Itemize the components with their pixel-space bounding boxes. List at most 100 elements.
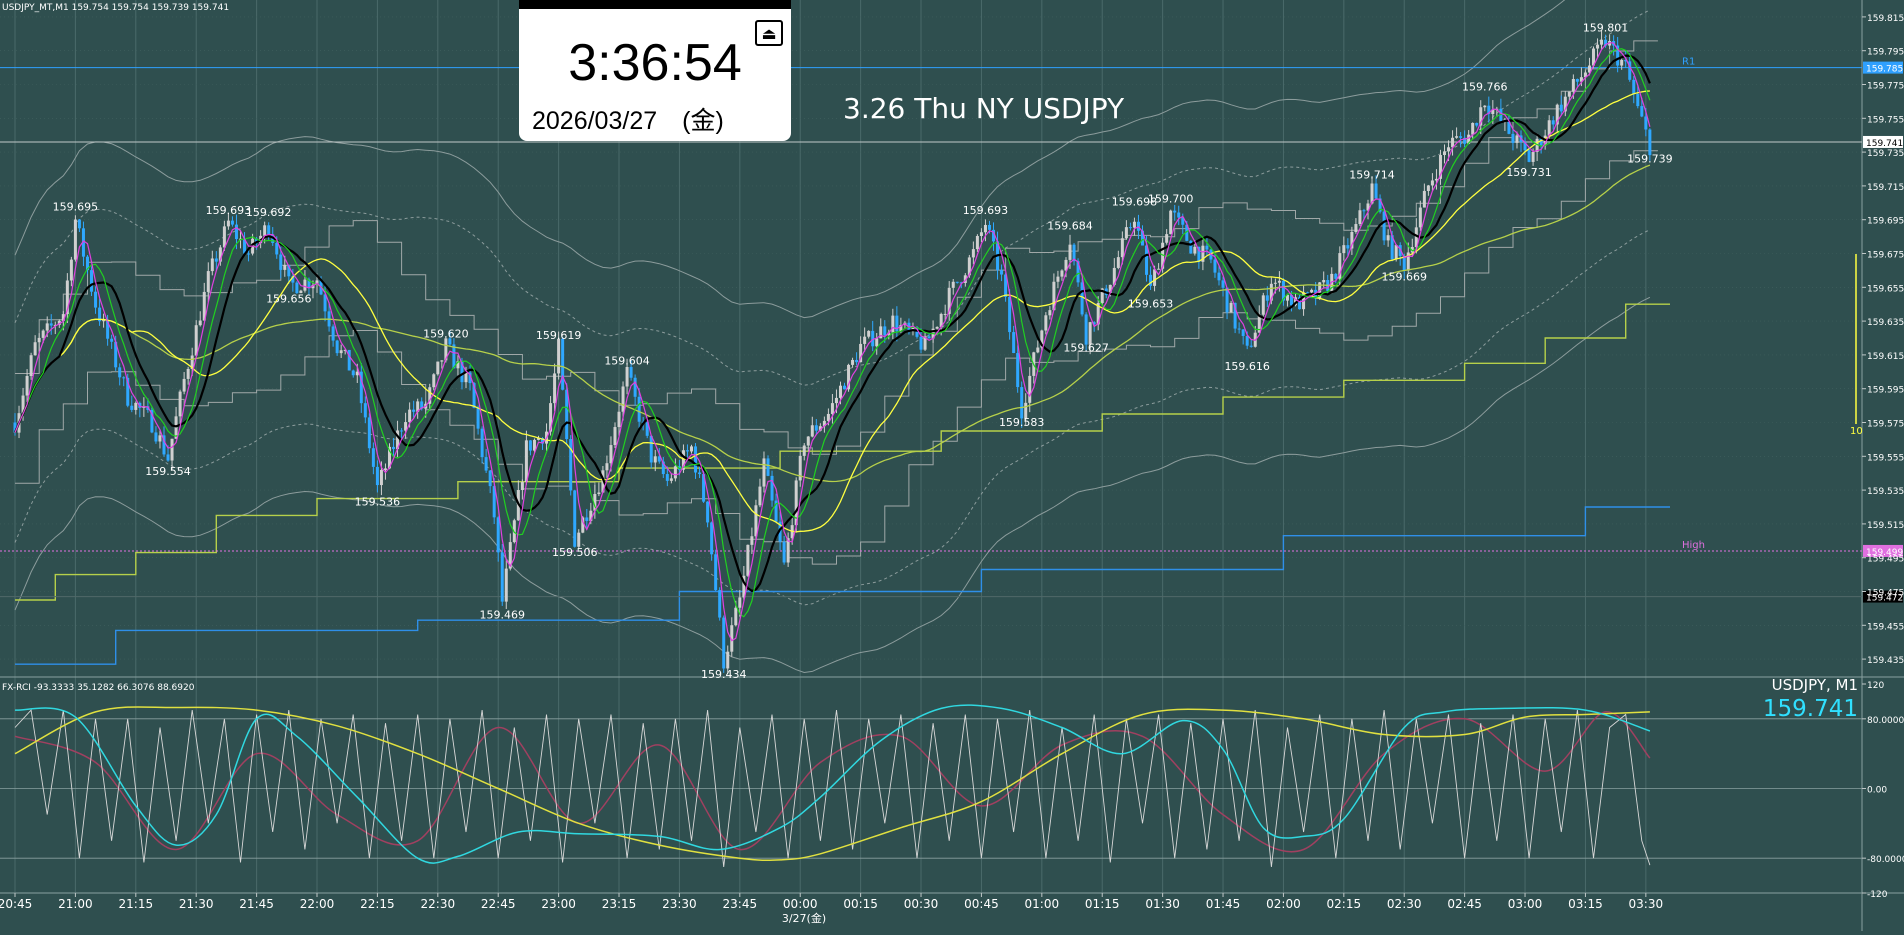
candle-body <box>1563 96 1567 112</box>
candle-body <box>1640 106 1644 117</box>
candle-body <box>1048 310 1052 316</box>
candle-body <box>802 445 806 456</box>
candle-body <box>685 450 689 452</box>
candle-body <box>818 426 822 431</box>
candle-body <box>681 450 685 470</box>
candle-body <box>1298 297 1302 310</box>
candle-body <box>45 323 49 331</box>
candle-body <box>1173 210 1177 213</box>
candle-body <box>585 517 589 521</box>
blue-step <box>15 506 1670 665</box>
rci-tick-label: 120 <box>1867 681 1884 691</box>
candle-body <box>1241 329 1245 336</box>
candle-body <box>1310 289 1314 293</box>
candle-body <box>1088 322 1092 345</box>
candle-body <box>1237 328 1241 330</box>
candle-body <box>597 492 601 495</box>
candle-body <box>1342 245 1346 254</box>
candle-body <box>1225 287 1229 313</box>
candle-body <box>919 336 923 350</box>
price-tick-label: 159.435 <box>1867 656 1904 666</box>
candle-body <box>1245 335 1249 346</box>
price-tick-label: 159.735 <box>1867 149 1904 159</box>
candle-body <box>915 327 919 337</box>
candle-body <box>247 253 251 255</box>
candle-body <box>146 406 150 411</box>
candle-body <box>834 397 838 404</box>
candle-body <box>1406 252 1410 271</box>
candle-body <box>1527 150 1531 162</box>
candle-body <box>573 490 577 547</box>
candle-body <box>1515 135 1519 143</box>
candle-body <box>758 486 762 506</box>
band-upper-outer <box>14 0 1566 319</box>
candle-body <box>1531 151 1535 162</box>
candle-body <box>830 403 834 414</box>
price-tag-text-bid: 159.741 <box>1866 139 1903 149</box>
candle-body <box>1644 116 1648 130</box>
candle-body <box>541 438 545 444</box>
candle-body <box>440 360 444 362</box>
candle-body <box>480 428 484 458</box>
candle-body <box>1269 283 1273 301</box>
candle-body <box>1382 211 1386 241</box>
candle-body <box>166 454 170 461</box>
candle-body <box>1539 138 1543 146</box>
price-tick-label: 159.475 <box>1867 589 1904 599</box>
clock-date: 2026/03/27 (金) <box>532 107 724 135</box>
candle-body <box>428 387 432 404</box>
candle-body <box>263 225 267 236</box>
candle-body <box>1124 227 1128 239</box>
candle-body <box>806 436 810 446</box>
candle-body <box>1402 256 1406 271</box>
candle-body <box>1201 245 1205 262</box>
eject-up-icon[interactable]: ⏏ <box>755 20 783 46</box>
candle-body <box>1060 270 1064 277</box>
candle-body <box>951 281 955 288</box>
candle-body <box>299 290 303 294</box>
candle-body <box>730 625 734 652</box>
candle-body <box>1390 235 1394 260</box>
candle-body <box>347 349 351 371</box>
price-label: 159.692 <box>246 206 292 219</box>
candle-body <box>714 554 718 591</box>
rci-tick-label: 0.00 <box>1867 786 1887 796</box>
candle-body <box>1229 302 1233 313</box>
candle-body <box>1257 314 1261 333</box>
candle-body <box>794 480 798 526</box>
candle-body <box>49 323 53 326</box>
hline-label-High: High <box>1682 540 1705 551</box>
candle-body <box>122 377 126 379</box>
candle-body <box>303 279 307 291</box>
date-label: 3/27(金) <box>782 911 826 925</box>
candle-body <box>81 228 85 257</box>
clock-time: 3:36:54 <box>568 34 742 92</box>
time-tick-label: 01:30 <box>1145 897 1180 911</box>
candle-body <box>782 541 786 563</box>
candle-body <box>57 320 61 325</box>
candle-body <box>218 247 222 262</box>
price-tick-label: 159.555 <box>1867 453 1904 463</box>
ma-green-line <box>14 48 1651 618</box>
candle-body <box>1632 79 1636 95</box>
step-lines <box>15 303 1670 665</box>
candle-body <box>1040 330 1044 348</box>
candle-body <box>41 330 45 338</box>
candle-body <box>1338 253 1342 279</box>
time-tick-label: 22:45 <box>481 897 516 911</box>
candle-body <box>73 219 77 260</box>
candle-body <box>899 325 903 332</box>
candle-body <box>1451 137 1455 148</box>
candle-body <box>754 505 758 537</box>
price-label: 159.693 <box>963 204 1009 217</box>
price-label: 159.604 <box>604 354 650 367</box>
candle-body <box>1056 276 1060 282</box>
candle-body <box>549 403 553 432</box>
candle-body <box>883 326 887 336</box>
candle-body <box>1370 183 1374 204</box>
candle-body <box>508 542 512 569</box>
candle-body <box>1265 295 1269 301</box>
candle-body <box>859 343 863 363</box>
candle-body <box>621 386 625 412</box>
